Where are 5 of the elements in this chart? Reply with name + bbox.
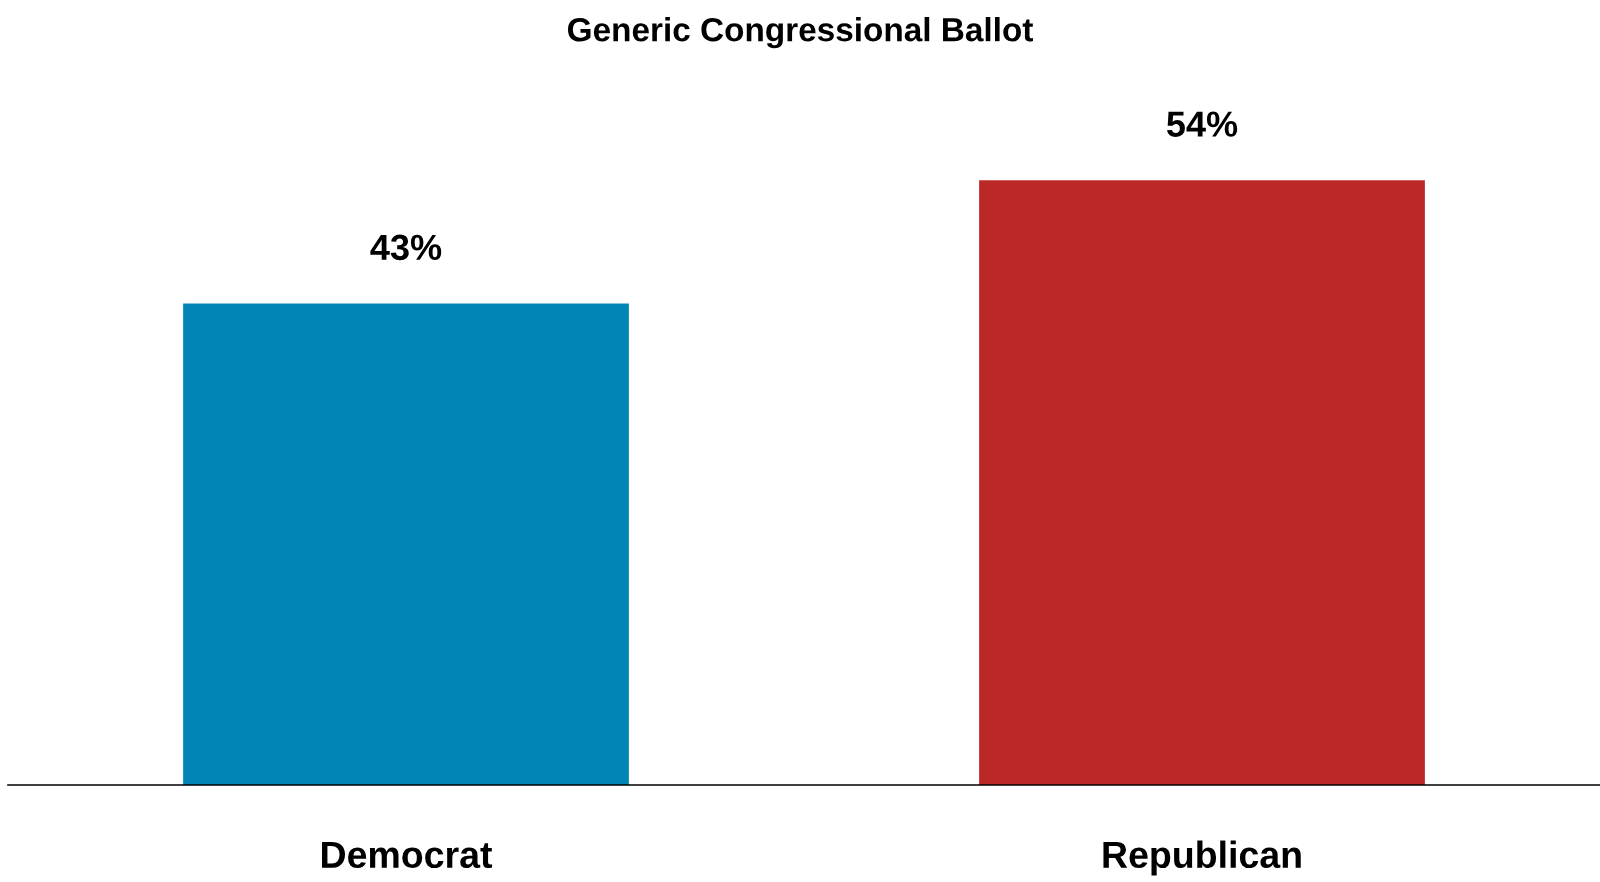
x-tick-label: Democrat <box>322 841 493 869</box>
data-label: 43% <box>370 234 442 261</box>
data-label: 54% <box>1166 111 1238 137</box>
x-tick-label: Republican <box>1103 840 1301 876</box>
chart-title: Generic Congressional Ballot <box>567 17 1033 49</box>
